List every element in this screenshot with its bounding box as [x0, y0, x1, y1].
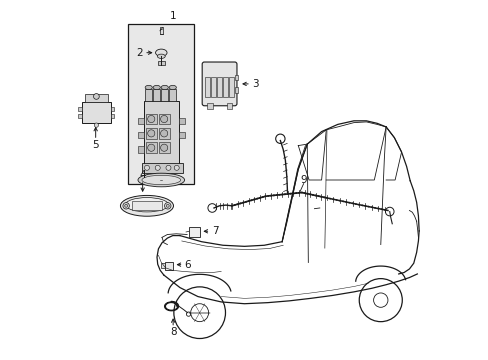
Bar [158, 61, 164, 65]
Bar [159, 27, 163, 34]
Bar [159, 142, 169, 153]
Text: 4: 4 [139, 170, 146, 180]
Text: 8: 8 [169, 327, 176, 337]
Bar [78, 114, 82, 118]
Bar [159, 114, 169, 125]
Circle shape [160, 130, 167, 137]
Circle shape [155, 165, 160, 170]
Circle shape [144, 165, 149, 170]
Bar [226, 103, 232, 109]
Circle shape [165, 165, 171, 170]
Text: 6: 6 [184, 260, 191, 270]
Bar [205, 77, 210, 97]
Circle shape [147, 130, 155, 137]
Bar [223, 77, 227, 97]
Bar [153, 89, 160, 101]
Bar [110, 114, 114, 118]
Bar [128, 24, 194, 184]
Bar [138, 132, 144, 138]
Bar [178, 118, 184, 124]
Bar [142, 163, 183, 173]
FancyBboxPatch shape [202, 62, 237, 106]
Ellipse shape [153, 85, 160, 90]
Ellipse shape [169, 85, 176, 90]
Circle shape [164, 203, 171, 209]
Circle shape [93, 94, 99, 99]
Bar [188, 227, 199, 237]
Bar [228, 77, 233, 97]
Circle shape [160, 144, 167, 151]
Bar [161, 89, 168, 101]
Ellipse shape [120, 195, 173, 216]
Bar [145, 114, 156, 125]
Ellipse shape [125, 198, 168, 212]
Ellipse shape [142, 175, 180, 185]
Bar [234, 75, 238, 80]
Text: 5: 5 [92, 140, 99, 150]
Bar [138, 146, 144, 153]
Ellipse shape [138, 173, 184, 187]
Text: 1: 1 [169, 11, 176, 21]
Circle shape [160, 116, 167, 123]
Bar [169, 89, 176, 101]
Bar [82, 102, 110, 123]
Bar [217, 77, 222, 97]
Circle shape [147, 144, 155, 151]
Bar [159, 178, 163, 184]
Bar [178, 132, 184, 138]
Circle shape [147, 116, 155, 123]
Bar [144, 101, 179, 164]
Bar [234, 87, 238, 93]
Ellipse shape [157, 54, 165, 58]
Bar [206, 103, 212, 109]
Circle shape [124, 204, 127, 207]
Text: 3: 3 [251, 79, 258, 89]
Ellipse shape [161, 85, 168, 90]
Text: 9: 9 [300, 175, 306, 185]
Circle shape [94, 123, 99, 127]
Circle shape [122, 203, 129, 209]
Bar [145, 89, 152, 101]
Circle shape [174, 165, 179, 170]
Bar [145, 142, 156, 153]
Bar [110, 107, 114, 111]
Ellipse shape [145, 85, 152, 90]
Text: 7: 7 [211, 226, 218, 236]
Bar [78, 107, 82, 111]
Ellipse shape [155, 49, 167, 56]
Text: 2: 2 [136, 48, 143, 58]
Bar [145, 128, 156, 139]
Bar [159, 128, 169, 139]
Bar [211, 77, 216, 97]
Bar [132, 201, 162, 210]
Bar [138, 118, 144, 124]
Bar [164, 262, 172, 270]
Circle shape [166, 204, 169, 207]
Bar [85, 94, 108, 102]
Bar [160, 263, 165, 267]
